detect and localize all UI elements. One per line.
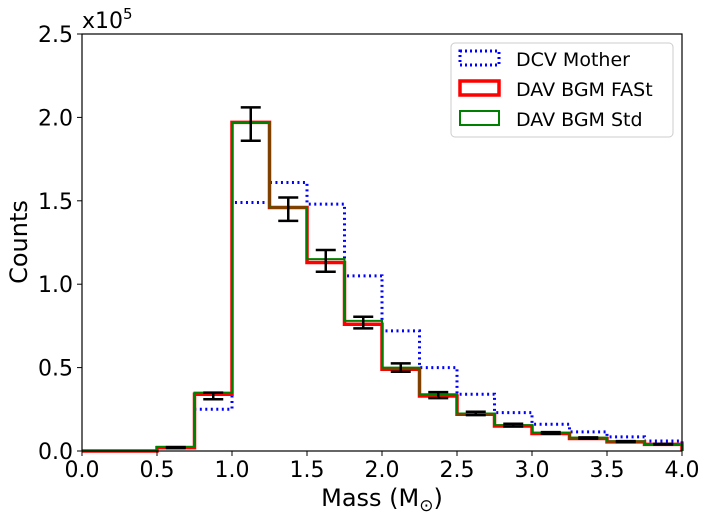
x-tick-label: 3.5 [590,458,625,483]
error-bar [203,391,224,401]
error-bar [353,315,374,330]
error-bar [503,422,524,428]
y-tick-label: 1.5 [38,190,73,215]
error-bar [540,430,561,436]
legend: DCV Mother DAV BGM FASt DAV BGM Std [450,42,674,138]
x-tick-label: 1.0 [215,458,250,483]
x-tick-label: 0.0 [65,458,100,483]
x-tick-label: 2.0 [365,458,400,483]
error-bar [615,439,636,444]
series-layer [82,120,684,453]
y-tick-label: 0.5 [38,357,73,382]
x-axis-label: Mass (M⊙) [321,484,443,516]
y-tick-label: 2.0 [38,106,73,131]
x-tick-label: 0.5 [140,458,175,483]
x-tick-label: 2.5 [440,458,475,483]
error-bar [165,445,186,450]
x-ticks: 0.0 0.5 1.0 1.5 2.0 2.5 3.0 3.5 4.0 [65,451,700,483]
x-tick-label: 1.5 [290,458,325,483]
legend-swatch-dav-bgm-fast [458,79,501,97]
y-tick-label: 2.5 [38,23,73,48]
x-axis-label-subscript: ⊙ [419,496,433,516]
y-tick-label: 0.0 [38,440,73,465]
series-dcv-mother [82,180,684,453]
y-multiplier: x105 [82,5,133,34]
y-multiplier-exponent: 5 [123,5,133,23]
x-axis-label-close: ) [434,484,443,512]
x-tick-label: 4.0 [665,458,700,483]
y-tick-label: 1.0 [38,273,73,298]
error-bar [653,442,674,446]
x-tick-label: 3.0 [515,458,550,483]
errorbar-layer [165,106,674,450]
y-ticks: 0.0 0.5 1.0 1.5 2.0 2.5 [38,23,82,465]
legend-frame [450,42,674,138]
error-bar [278,196,299,223]
error-bar [390,362,411,374]
legend-label-dav-bgm-fast: DAV BGM FASt [516,79,653,101]
error-bar [578,436,599,440]
y-axis-label: Counts [5,200,33,284]
error-bar [465,410,486,417]
error-bar [428,390,449,400]
legend-swatch-dcv-mother [458,49,501,67]
legend-label-dcv-mother: DCV Mother [516,49,630,71]
error-bar [240,106,261,143]
error-bar [315,248,336,273]
legend-label-dav-bgm-std: DAV BGM Std [516,109,643,131]
legend-swatch-dav-bgm-std [459,110,500,126]
